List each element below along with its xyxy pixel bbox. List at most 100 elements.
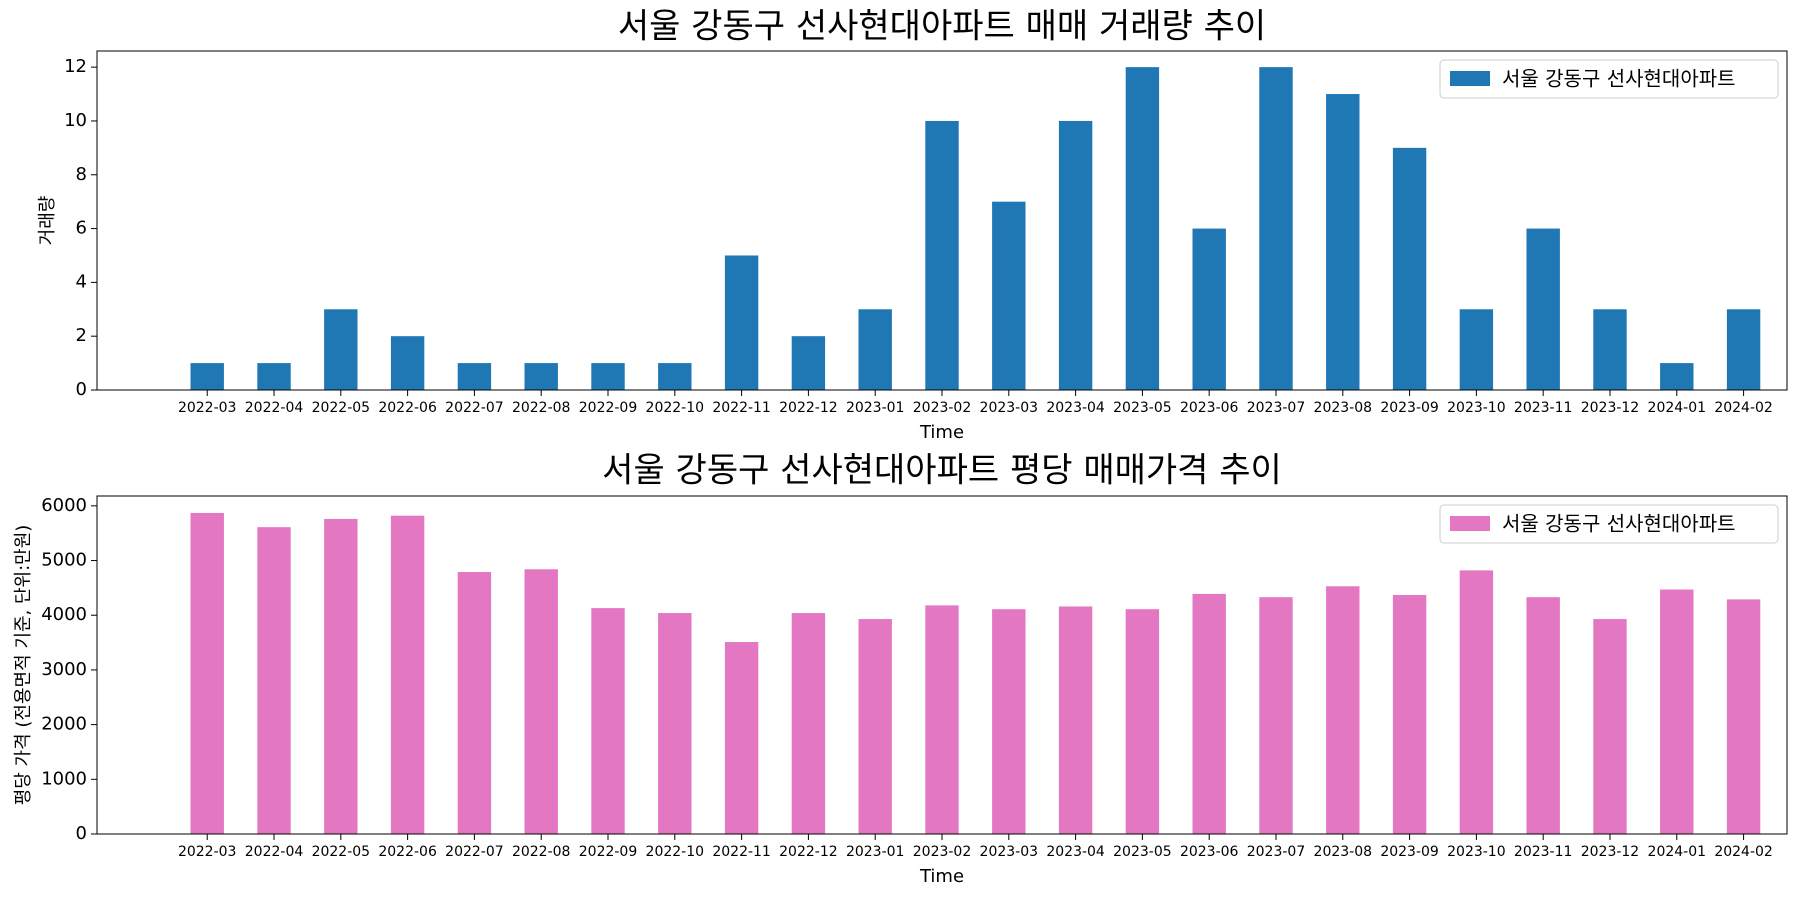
chart-panel-1: 서울 강동구 선사현대아파트 매매 거래량 추이 0 2 4 6 8 10 12 2022-03…	[37, 7, 1788, 443]
x-tick-label: 2022-04	[245, 400, 304, 416]
bar-2023-09	[1392, 147, 1427, 390]
bar-2023-06	[1192, 228, 1226, 390]
legend-swatch	[1450, 71, 1490, 86]
bar-2022-03	[190, 363, 224, 390]
x-tick-label: 2024-01	[1648, 400, 1707, 416]
x-tick-label: 2023-09	[1380, 844, 1439, 860]
x-tick-label: 2023-03	[980, 400, 1039, 416]
legend: 서울 강동구 선사현대아파트	[1439, 59, 1779, 99]
x-tick-label: 2023-12	[1581, 844, 1640, 860]
x-tick-label: 2023-01	[846, 844, 905, 860]
y-axis-label: 거래량	[37, 196, 58, 246]
x-tick-label: 2023-10	[1447, 400, 1506, 416]
y-axis-label: 평당 가격 (전용면적 기준, 단위:만원)	[13, 525, 34, 806]
x-tick-label: 2022-05	[312, 400, 371, 416]
x-tick-label: 2023-05	[1113, 844, 1172, 860]
y-tick-label: 4000	[41, 604, 87, 625]
bar-2022-09	[591, 608, 625, 834]
bar-2023-07	[1259, 67, 1293, 391]
bar-2023-03	[992, 609, 1026, 834]
bar-2024-02	[1726, 309, 1761, 390]
y-tick-label: 5000	[41, 550, 87, 571]
x-tick-label: 2023-12	[1581, 400, 1640, 416]
bar-2023-10	[1459, 309, 1494, 390]
bar-2022-11	[724, 255, 759, 390]
bar-2022-06	[390, 336, 425, 390]
bar-2022-05	[324, 518, 358, 834]
x-tick-label: 2024-02	[1714, 844, 1773, 860]
x-tick-label: 2022-12	[779, 400, 838, 416]
x-tick-label: 2023-02	[913, 844, 972, 860]
bar-2023-01	[858, 309, 892, 390]
bar-2023-07	[1259, 597, 1293, 834]
bar-2023-01	[858, 619, 892, 834]
bar-2023-11	[1526, 597, 1560, 834]
bar-2022-08	[524, 363, 558, 390]
x-tick-label: 2022-11	[712, 844, 771, 860]
x-tick-label: 2022-05	[312, 844, 371, 860]
x-tick-label: 2022-10	[646, 400, 705, 416]
bar-2022-10	[658, 613, 692, 834]
chart-title: 서울 강동구 선사현대아파트 평당 매매가격 추이	[602, 451, 1282, 491]
y-tick-label: 1000	[41, 768, 87, 789]
x-tick-label: 2022-08	[512, 844, 571, 860]
legend: 서울 강동구 선사현대아파트	[1439, 504, 1779, 544]
bar-2022-04	[257, 527, 291, 834]
x-tick-label: 2023-02	[913, 400, 972, 416]
bar-2024-01	[1660, 363, 1694, 390]
y-tick-label: 3000	[41, 659, 87, 680]
bar-2022-04	[257, 363, 291, 390]
bar-2023-12	[1593, 309, 1627, 390]
bar-2023-03	[992, 201, 1026, 390]
x-tick-label: 2022-12	[779, 844, 838, 860]
y-tick-label: 4	[76, 271, 87, 292]
y-tick-label: 2	[76, 325, 87, 346]
x-tick-label: 2024-02	[1714, 400, 1773, 416]
x-tick-label: 2023-03	[980, 844, 1039, 860]
bar-2023-09	[1392, 594, 1427, 834]
y-tick-label: 0	[76, 823, 87, 844]
bar-2022-06	[390, 515, 425, 834]
legend-swatch	[1450, 516, 1490, 531]
bar-2022-08	[524, 569, 558, 834]
x-tick-label: 2022-08	[512, 400, 571, 416]
x-tick-label: 2022-07	[445, 844, 504, 860]
y-tick-label: 10	[64, 110, 87, 131]
bar-2024-01	[1660, 589, 1694, 834]
legend-box	[1439, 59, 1779, 99]
x-tick-label: 2023-10	[1447, 844, 1506, 860]
y-tick-label: 0	[76, 379, 87, 400]
legend-label: 서울 강동구 선사현대아파트	[1502, 67, 1736, 91]
x-tick-label: 2023-08	[1314, 400, 1373, 416]
bar-2023-05	[1125, 67, 1160, 391]
bar-2023-05	[1125, 609, 1160, 834]
x-tick-label: 2023-04	[1046, 400, 1105, 416]
bar-2023-04	[1058, 120, 1093, 390]
bar-2022-10	[658, 363, 692, 390]
y-tick-label: 2000	[41, 714, 87, 735]
legend-box	[1439, 504, 1779, 544]
chart-panel-2: 서울 강동구 선사현대아파트 평당 매매가격 추이 0 1000 2000 3000 40…	[13, 451, 1788, 887]
bar-2022-03	[190, 512, 224, 834]
x-tick-label: 2023-06	[1180, 400, 1239, 416]
bar-2023-08	[1326, 94, 1360, 391]
y-tick-label: 6	[76, 218, 87, 239]
bar-2023-04	[1058, 606, 1093, 834]
bar-2023-10	[1459, 570, 1494, 834]
bar-2022-11	[724, 642, 759, 834]
x-tick-label: 2023-07	[1247, 844, 1306, 860]
x-tick-label: 2022-06	[378, 400, 437, 416]
x-tick-label: 2022-11	[712, 400, 771, 416]
x-tick-label: 2023-07	[1247, 400, 1306, 416]
x-tick-label: 2024-01	[1648, 844, 1707, 860]
x-tick-label: 2022-09	[579, 400, 638, 416]
x-tick-label: 2023-11	[1514, 400, 1573, 416]
chart-title: 서울 강동구 선사현대아파트 매매 거래량 추이	[618, 7, 1266, 47]
x-tick-label: 2023-06	[1180, 844, 1239, 860]
bar-2023-06	[1192, 593, 1226, 834]
x-tick-label: 2023-01	[846, 400, 905, 416]
bar-2023-12	[1593, 619, 1627, 834]
bar-2022-12	[791, 336, 826, 390]
bar-2024-02	[1726, 599, 1761, 834]
